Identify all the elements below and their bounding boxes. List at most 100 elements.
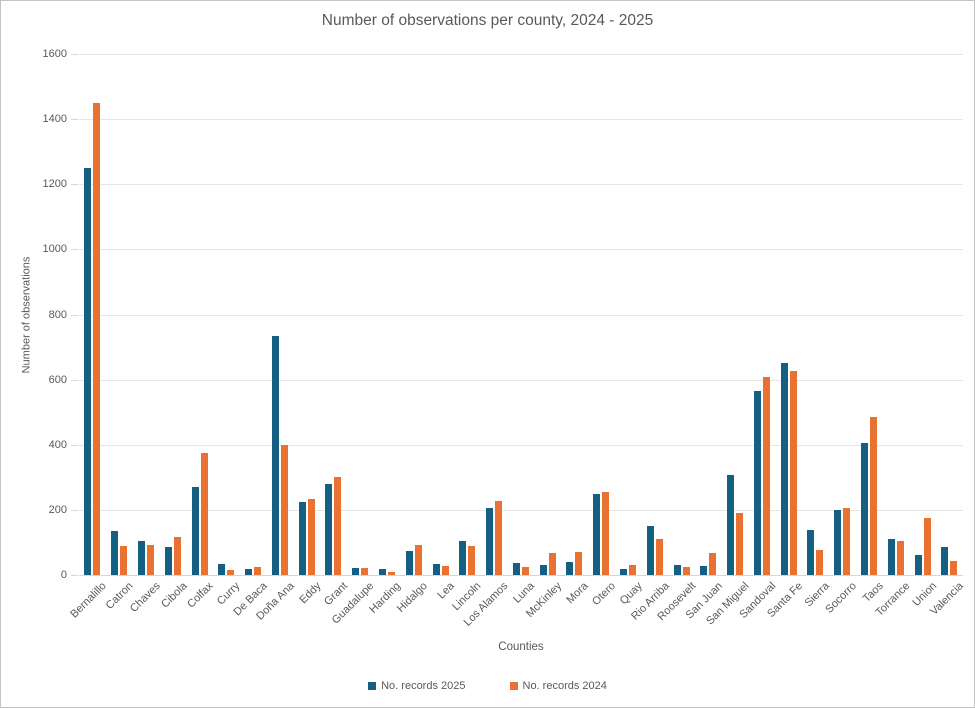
bar-no-records-2025-hidalgo xyxy=(405,550,413,575)
bar-no-records-2025-santa-fe xyxy=(780,363,788,575)
y-tick-label-1600: 1600 xyxy=(42,48,67,60)
gridline-800 xyxy=(79,314,963,316)
gridline-0 xyxy=(79,575,963,576)
bar-group-curry: Curry xyxy=(213,54,243,607)
bar-group-mora: Mora xyxy=(561,54,591,606)
bar-group-socorro: Socorro xyxy=(823,54,859,616)
bar-no-records-2024-torrance xyxy=(896,541,904,575)
bar-no-records-2024-grant xyxy=(334,476,342,575)
bar-no-records-2024-los-alamos xyxy=(495,501,503,575)
gridline-1200 xyxy=(79,184,963,186)
y-tick-label-1200: 1200 xyxy=(42,178,67,191)
bar-no-records-2024-curry xyxy=(227,570,235,575)
bar-no-records-2024-otero xyxy=(602,491,610,575)
bar-no-records-2025-colfax xyxy=(191,487,199,575)
bar-group-union: Union xyxy=(909,54,939,609)
y-tick-label-800: 800 xyxy=(48,308,67,321)
bar-no-records-2025-lea xyxy=(432,564,440,575)
bar-no-records-2024-san-juan xyxy=(709,552,717,575)
bar-no-records-2025-de-baca xyxy=(245,568,253,575)
gridline-600 xyxy=(79,379,963,381)
y-tick-label-1400: 1400 xyxy=(42,113,67,126)
bar-group-torrance: Torrance xyxy=(874,54,912,619)
legend: No. records 2025 No. records 2024 xyxy=(1,680,974,692)
bar-no-records-2024-de-baca xyxy=(254,566,262,575)
bars-layer: Bernalillo Catron Chaves Cibola Colfax Curry D… xyxy=(68,54,966,629)
bar-group-roosevelt: Roosevelt xyxy=(655,54,698,623)
gridline-400 xyxy=(79,444,963,446)
bar-no-records-2024-lea xyxy=(441,565,449,575)
bar-no-records-2025-sierra xyxy=(807,530,815,575)
bar-group-san-juan: San Juan xyxy=(683,54,725,621)
bar-group-san-miguel: San Miguel xyxy=(704,54,752,627)
y-tickmark-0 xyxy=(71,575,78,576)
bar-no-records-2025-san-miguel xyxy=(727,474,735,575)
bar-no-records-2025-union xyxy=(914,555,922,575)
y-tickmark-1600 xyxy=(71,54,78,55)
bar-no-records-2025-rio-arriba xyxy=(646,526,654,575)
y-tickmark-1200 xyxy=(71,184,78,186)
bar-group-catron: Catron xyxy=(104,54,136,612)
bar-no-records-2025-curry xyxy=(218,563,226,575)
bar-no-records-2025-chaves xyxy=(137,541,145,575)
bar-group-taos: Taos xyxy=(856,54,886,605)
bar-no-records-2024-sierra xyxy=(816,549,824,575)
bar-group-luna: Luna xyxy=(508,54,537,606)
legend-swatch-no-records-2025 xyxy=(368,682,377,690)
bar-no-records-2024-santa-fe xyxy=(789,371,797,575)
gridline-200 xyxy=(79,509,963,511)
bar-no-records-2025-los-alamos xyxy=(486,507,494,575)
bar-no-records-2025-roosevelt xyxy=(673,564,681,575)
bar-group-santa-fe: Santa Fe xyxy=(765,54,805,620)
bar-group-sierra: Sierra xyxy=(802,54,832,609)
bar-group-chaves: Chaves xyxy=(128,54,162,615)
legend-label-no-records-2024: No. records 2024 xyxy=(522,680,607,692)
y-tick-label-600: 600 xyxy=(48,373,67,386)
x-tick-label-otero: Otero xyxy=(589,580,618,608)
y-tickmark-200 xyxy=(71,509,78,511)
bar-no-records-2024-socorro xyxy=(843,508,851,575)
bar-no-records-2025-bernalillo xyxy=(84,167,92,575)
bar-no-records-2024-lincoln xyxy=(468,545,476,575)
bar-no-records-2025-mckinley xyxy=(539,564,547,575)
bar-no-records-2025-lincoln xyxy=(459,540,467,575)
bar-no-records-2025-valencia xyxy=(941,547,949,575)
y-tick-label-0: 0 xyxy=(60,569,67,581)
bar-group-grant: Grant xyxy=(320,54,350,608)
bar-no-records-2025-catron xyxy=(111,530,119,575)
legend-label-no-records-2025: No. records 2025 xyxy=(381,680,466,692)
bar-group-quay: Quay xyxy=(615,54,645,607)
bar-no-records-2024-bernalillo xyxy=(93,102,101,575)
bar-no-records-2025-san-juan xyxy=(700,566,708,575)
bar-group-mckinley: McKinley xyxy=(524,54,564,620)
x-tick-label-bernalillo: Bernalillo xyxy=(68,580,109,621)
bar-group-colfax: Colfax xyxy=(185,54,216,611)
y-tickmark-800 xyxy=(71,314,78,316)
bar-no-records-2025-guadalupe xyxy=(352,568,360,575)
bar-no-records-2024-colfax xyxy=(200,453,208,575)
bar-no-records-2025-harding xyxy=(378,569,386,575)
x-tick-label-eddy: Eddy xyxy=(296,580,324,607)
x-tick-label-lea: Lea xyxy=(435,580,458,602)
bar-group-de-baca: De Baca xyxy=(231,54,270,618)
y-tickmark-600 xyxy=(71,379,78,381)
bar-no-records-2024-catron xyxy=(120,545,128,575)
bar-group-los-alamos: Los Alamos xyxy=(462,54,511,629)
x-tick-label-mora: Mora xyxy=(564,580,591,607)
bar-no-records-2025-do-a-ana xyxy=(271,335,279,575)
bar-group-lincoln: Lincoln xyxy=(451,54,484,613)
bar-no-records-2024-guadalupe xyxy=(361,568,369,575)
bar-group-do-a-ana: Doña Ana xyxy=(254,54,296,623)
chart-title: Number of observations per county, 2024 … xyxy=(321,12,654,29)
x-tick-label-cibola: Cibola xyxy=(158,580,190,611)
bar-no-records-2024-san-miguel xyxy=(736,513,744,575)
bar-no-records-2025-sandoval xyxy=(753,391,761,575)
plot-area: 0 200 400 600 800 1000 1200 1400 1600 Bernalillo… xyxy=(43,48,966,629)
y-tick-label-200: 200 xyxy=(48,503,67,516)
bar-group-valencia: Valencia xyxy=(928,54,966,618)
bar-group-guadalupe: Guadalupe xyxy=(330,54,377,627)
y-tickmark-1000 xyxy=(71,249,78,251)
bar-no-records-2024-quay xyxy=(629,564,637,575)
bar-no-records-2024-do-a-ana xyxy=(280,444,288,575)
